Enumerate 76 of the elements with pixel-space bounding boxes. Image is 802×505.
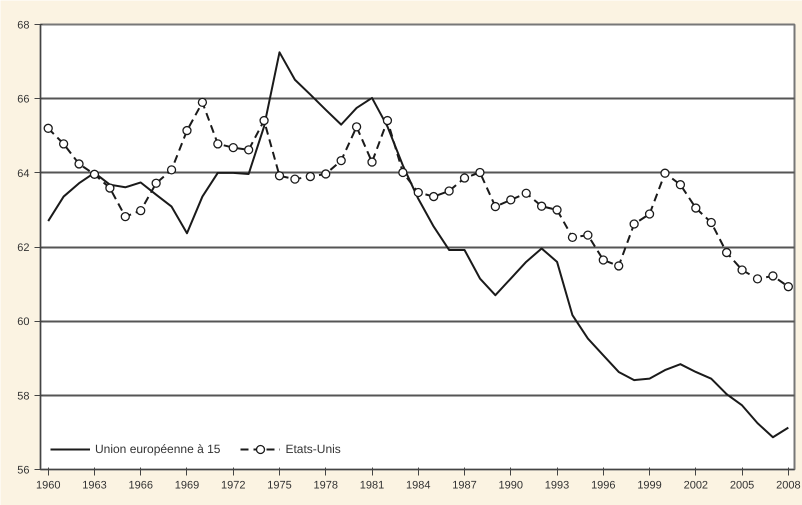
point bbox=[444, 186, 454, 196]
x-tick-label: 1993 bbox=[544, 480, 570, 492]
line-series bbox=[47, 51, 790, 438]
point bbox=[367, 157, 377, 167]
x-tick-label: 1990 bbox=[498, 480, 524, 492]
point bbox=[768, 271, 778, 281]
point bbox=[536, 202, 546, 211]
point bbox=[213, 139, 222, 149]
point bbox=[398, 168, 408, 178]
y-tick-label: 56 bbox=[17, 464, 30, 476]
point bbox=[752, 274, 762, 284]
point bbox=[691, 203, 700, 213]
point bbox=[58, 139, 68, 149]
point bbox=[382, 116, 392, 126]
point bbox=[660, 168, 670, 178]
point bbox=[583, 230, 593, 240]
y-tick-label: 62 bbox=[17, 242, 30, 254]
legend-label: Etats-Unis bbox=[285, 442, 341, 456]
point bbox=[706, 218, 716, 228]
point bbox=[784, 282, 793, 292]
legend-label: Union européenne à 15 bbox=[95, 442, 220, 456]
point bbox=[244, 145, 254, 154]
point bbox=[352, 122, 362, 132]
x-tick-label: 1996 bbox=[591, 480, 616, 492]
x-tick-label: 1972 bbox=[221, 480, 246, 492]
x-tick-label: 1984 bbox=[406, 480, 431, 492]
point bbox=[120, 212, 130, 222]
point bbox=[336, 156, 346, 166]
y-tick-label: 66 bbox=[17, 94, 30, 106]
x-tick-label: 1978 bbox=[314, 480, 338, 492]
point bbox=[136, 206, 146, 216]
point bbox=[460, 173, 470, 183]
x-tick-label: 1969 bbox=[174, 480, 200, 492]
point bbox=[166, 165, 176, 175]
point bbox=[44, 124, 53, 133]
point bbox=[522, 188, 531, 198]
point bbox=[74, 159, 84, 169]
point bbox=[321, 169, 330, 179]
x-tick-label: 2008 bbox=[776, 480, 801, 492]
point bbox=[151, 178, 161, 188]
point bbox=[274, 171, 284, 180]
x-tick-label: 1981 bbox=[360, 480, 384, 492]
point bbox=[105, 183, 115, 193]
point bbox=[676, 180, 686, 190]
point bbox=[306, 172, 315, 182]
point bbox=[259, 116, 269, 126]
x-tick-label: 1999 bbox=[637, 480, 662, 492]
y-tick-label: 68 bbox=[17, 20, 30, 32]
point bbox=[629, 219, 639, 229]
y-tick-label: 64 bbox=[17, 168, 30, 180]
point bbox=[644, 209, 654, 219]
point bbox=[290, 174, 300, 184]
point bbox=[198, 98, 208, 108]
point bbox=[429, 192, 438, 202]
point bbox=[90, 170, 100, 179]
point bbox=[614, 261, 624, 271]
point bbox=[722, 248, 732, 258]
x-tick-label: 1966 bbox=[128, 480, 153, 492]
y-tick-label: 58 bbox=[17, 390, 30, 402]
point bbox=[228, 142, 238, 152]
point bbox=[414, 188, 423, 198]
x-tick-label: 1975 bbox=[267, 480, 292, 492]
point bbox=[506, 195, 516, 205]
point bbox=[568, 232, 578, 242]
point bbox=[490, 202, 500, 212]
x-tick-label: 2005 bbox=[730, 480, 754, 492]
x-tick-label: 1987 bbox=[452, 480, 477, 492]
point bbox=[552, 205, 562, 215]
x-tick-label: 2002 bbox=[684, 480, 708, 492]
point bbox=[182, 126, 192, 136]
x-tick-label: 1960 bbox=[36, 480, 60, 492]
point bbox=[598, 255, 608, 265]
x-tick-label: 1963 bbox=[82, 480, 107, 492]
point bbox=[475, 168, 485, 178]
y-tick-label: 60 bbox=[17, 316, 30, 328]
point bbox=[737, 265, 747, 275]
